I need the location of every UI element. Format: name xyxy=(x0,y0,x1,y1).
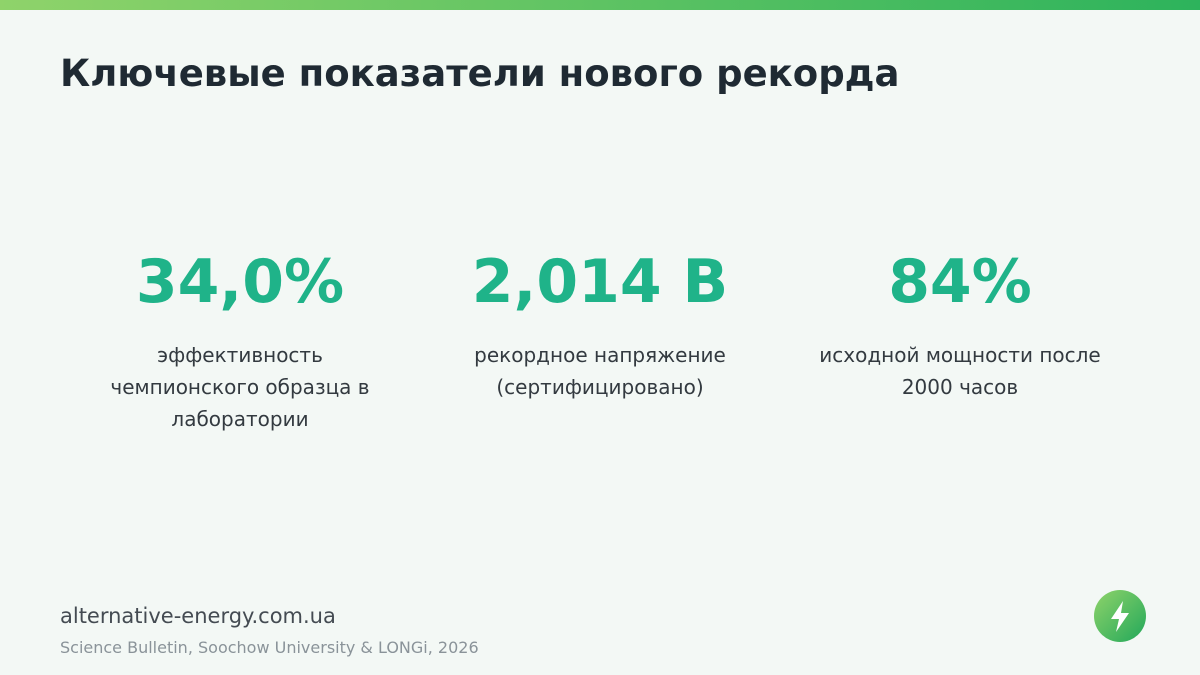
stat-value: 2,014 В xyxy=(471,247,729,317)
top-bar xyxy=(0,0,1200,10)
source: Science Bulletin, Soochow University & L… xyxy=(60,638,479,657)
stat: 2,014 В рекордное напряжение (сертифицир… xyxy=(440,245,760,403)
site: alternative-energy.com.ua xyxy=(60,604,336,628)
stat: 34,0% эффективность чемпионского образца… xyxy=(80,245,400,435)
stat-value: 34,0% xyxy=(135,247,345,317)
stat-label: исходной мощности после 2000 часов xyxy=(819,343,1101,399)
stat-value: 84% xyxy=(888,247,1032,317)
stat-label: рекордное напряжение (сертифицировано) xyxy=(474,343,726,399)
title: Ключевые показатели нового рекорда xyxy=(60,52,900,95)
lightning xyxy=(1111,601,1129,632)
stat-label: эффективность чемпионского образца в лаб… xyxy=(110,343,370,431)
logo-icon xyxy=(1094,590,1146,642)
stat: 84% исходной мощности после 2000 часов xyxy=(800,245,1120,403)
